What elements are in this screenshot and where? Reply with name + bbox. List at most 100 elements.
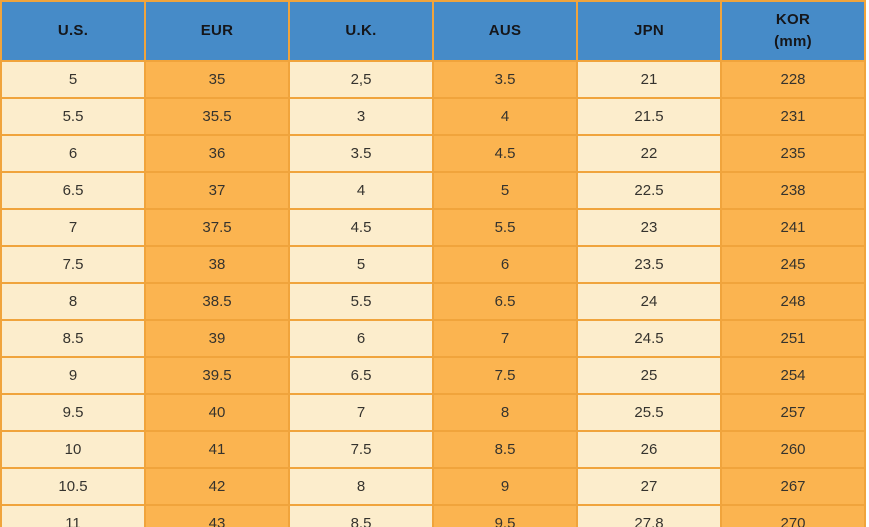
table-row: 6.5 37 4 5 22.5 238 bbox=[0, 171, 866, 210]
table-cell: 8 bbox=[432, 393, 578, 432]
table-row: 5.5 35.5 3 4 21.5 231 bbox=[0, 97, 866, 136]
table-row: 9.5 40 7 8 25.5 257 bbox=[0, 393, 866, 432]
table-row: 11 43 8.5 9.5 27.8 270 bbox=[0, 504, 866, 527]
table-cell: 37 bbox=[144, 171, 290, 210]
header-row: U.S. EUR U.K. AUS JPN KOR (mm) bbox=[0, 0, 866, 62]
table-cell: 25 bbox=[576, 356, 722, 395]
table-cell: 38.5 bbox=[144, 282, 290, 321]
col-header-aus: AUS bbox=[432, 0, 578, 62]
table-row: 8 38.5 5.5 6.5 24 248 bbox=[0, 282, 866, 321]
table-row: 9 39.5 6.5 7.5 25 254 bbox=[0, 356, 866, 395]
table-row: 5 35 2,5 3.5 21 228 bbox=[0, 60, 866, 99]
table-cell: 21 bbox=[576, 60, 722, 99]
table-cell: 231 bbox=[720, 97, 866, 136]
col-header-uk: U.K. bbox=[288, 0, 434, 62]
table-cell: 270 bbox=[720, 504, 866, 527]
table-cell: 25.5 bbox=[576, 393, 722, 432]
table-header: U.S. EUR U.K. AUS JPN KOR (mm) bbox=[0, 0, 866, 62]
table-cell: 35.5 bbox=[144, 97, 290, 136]
table-body: 5 35 2,5 3.5 21 228 5.5 35.5 3 4 21.5 231 6 36 3.5 4.5 2… bbox=[0, 60, 866, 527]
table-cell: 7 bbox=[288, 393, 434, 432]
table-cell: 38 bbox=[144, 245, 290, 284]
table-cell: 22.5 bbox=[576, 171, 722, 210]
table-cell: 4.5 bbox=[288, 208, 434, 247]
table-row: 7 37.5 4.5 5.5 23 241 bbox=[0, 208, 866, 247]
table-cell: 4.5 bbox=[432, 134, 578, 173]
table-cell: 2,5 bbox=[288, 60, 434, 99]
table-cell: 7 bbox=[0, 208, 146, 247]
table-cell: 5.5 bbox=[288, 282, 434, 321]
col-header-kor: KOR (mm) bbox=[720, 0, 866, 62]
table-cell: 5 bbox=[0, 60, 146, 99]
table-cell: 248 bbox=[720, 282, 866, 321]
table-cell: 10.5 bbox=[0, 467, 146, 506]
table-cell: 267 bbox=[720, 467, 866, 506]
table-cell: 9.5 bbox=[432, 504, 578, 527]
table-cell: 42 bbox=[144, 467, 290, 506]
table-cell: 5.5 bbox=[0, 97, 146, 136]
table-row: 7.5 38 5 6 23.5 245 bbox=[0, 245, 866, 284]
table-cell: 3 bbox=[288, 97, 434, 136]
table-cell: 4 bbox=[288, 171, 434, 210]
table-cell: 8.5 bbox=[288, 504, 434, 527]
table-cell: 26 bbox=[576, 430, 722, 469]
table-row: 10 41 7.5 8.5 26 260 bbox=[0, 430, 866, 469]
table-row: 6 36 3.5 4.5 22 235 bbox=[0, 134, 866, 173]
table-cell: 6.5 bbox=[0, 171, 146, 210]
table-cell: 251 bbox=[720, 319, 866, 358]
table-cell: 7 bbox=[432, 319, 578, 358]
table-cell: 23.5 bbox=[576, 245, 722, 284]
table-cell: 24.5 bbox=[576, 319, 722, 358]
table-cell: 35 bbox=[144, 60, 290, 99]
table-cell: 254 bbox=[720, 356, 866, 395]
table-row: 10.5 42 8 9 27 267 bbox=[0, 467, 866, 506]
table-cell: 8 bbox=[0, 282, 146, 321]
table-cell: 9 bbox=[432, 467, 578, 506]
table-cell: 4 bbox=[432, 97, 578, 136]
table-cell: 43 bbox=[144, 504, 290, 527]
table-cell: 6.5 bbox=[288, 356, 434, 395]
table-cell: 39.5 bbox=[144, 356, 290, 395]
table-cell: 11 bbox=[0, 504, 146, 527]
table-cell: 228 bbox=[720, 60, 866, 99]
table-cell: 257 bbox=[720, 393, 866, 432]
table-cell: 7.5 bbox=[432, 356, 578, 395]
table-cell: 5 bbox=[288, 245, 434, 284]
table-cell: 5 bbox=[432, 171, 578, 210]
col-header-eur: EUR bbox=[144, 0, 290, 62]
table-cell: 238 bbox=[720, 171, 866, 210]
table-cell: 36 bbox=[144, 134, 290, 173]
col-header-jpn: JPN bbox=[576, 0, 722, 62]
table-cell: 7.5 bbox=[0, 245, 146, 284]
table-cell: 22 bbox=[576, 134, 722, 173]
table-cell: 24 bbox=[576, 282, 722, 321]
table-cell: 8.5 bbox=[0, 319, 146, 358]
table-cell: 9 bbox=[0, 356, 146, 395]
table-cell: 8 bbox=[288, 467, 434, 506]
table-cell: 241 bbox=[720, 208, 866, 247]
table-cell: 3.5 bbox=[288, 134, 434, 173]
table-cell: 6.5 bbox=[432, 282, 578, 321]
table-cell: 27.8 bbox=[576, 504, 722, 527]
table-cell: 6 bbox=[0, 134, 146, 173]
table-cell: 21.5 bbox=[576, 97, 722, 136]
table-cell: 37.5 bbox=[144, 208, 290, 247]
table-cell: 235 bbox=[720, 134, 866, 173]
table-cell: 6 bbox=[432, 245, 578, 284]
table-cell: 8.5 bbox=[432, 430, 578, 469]
table-cell: 245 bbox=[720, 245, 866, 284]
table-cell: 40 bbox=[144, 393, 290, 432]
table-cell: 39 bbox=[144, 319, 290, 358]
table-cell: 41 bbox=[144, 430, 290, 469]
table-row: 8.5 39 6 7 24.5 251 bbox=[0, 319, 866, 358]
table-cell: 260 bbox=[720, 430, 866, 469]
table-cell: 6 bbox=[288, 319, 434, 358]
table-cell: 3.5 bbox=[432, 60, 578, 99]
table-cell: 10 bbox=[0, 430, 146, 469]
table-cell: 27 bbox=[576, 467, 722, 506]
table-cell: 9.5 bbox=[0, 393, 146, 432]
table-cell: 5.5 bbox=[432, 208, 578, 247]
col-header-us: U.S. bbox=[0, 0, 146, 62]
